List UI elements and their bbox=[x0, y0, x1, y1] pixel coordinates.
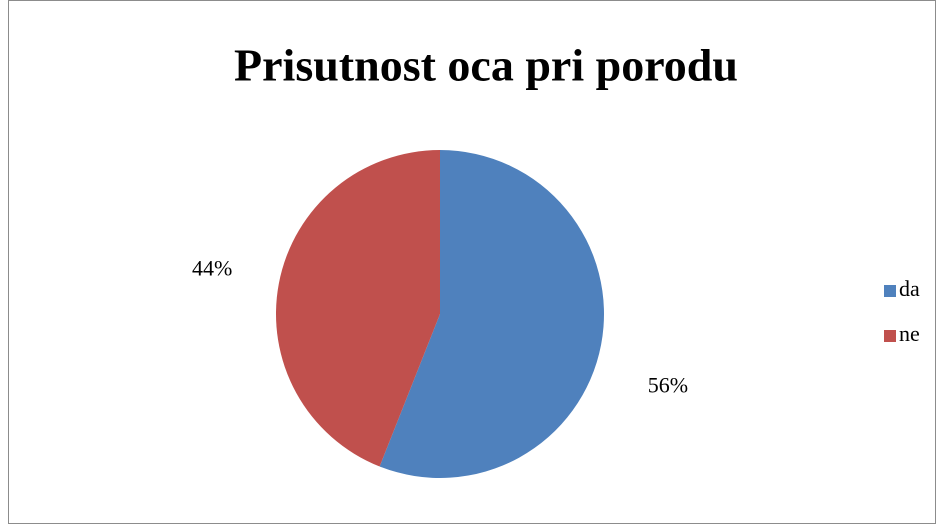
data-label: 44% bbox=[192, 256, 232, 281]
pie-slice bbox=[379, 150, 605, 478]
chart-title: Prisutnost oca pri porodu bbox=[234, 40, 738, 91]
legend-swatch bbox=[884, 330, 896, 342]
legend-label: ne bbox=[899, 321, 920, 346]
data-label: 56% bbox=[648, 373, 688, 398]
legend-label: da bbox=[899, 276, 920, 301]
pie-slice bbox=[276, 150, 440, 467]
legend-swatch bbox=[884, 285, 896, 297]
